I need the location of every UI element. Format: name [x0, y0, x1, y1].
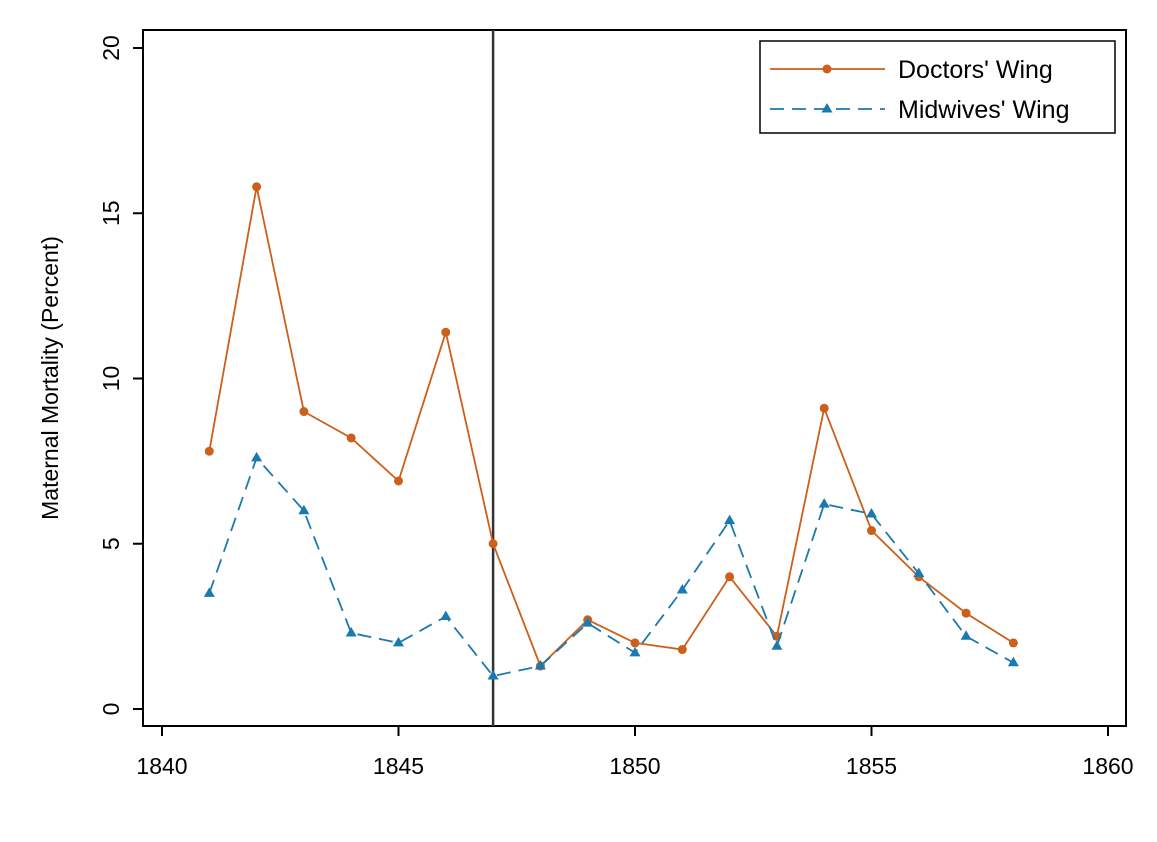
data-point: [961, 608, 971, 618]
data-point: [345, 626, 357, 637]
data-point: [203, 587, 215, 597]
x-tick-3: 1855: [846, 726, 897, 779]
y-tick-label: 10: [98, 366, 124, 392]
x-tick-label: 1860: [1082, 753, 1133, 779]
data-point: [1007, 656, 1019, 667]
data-point: [819, 403, 829, 413]
data-point: [487, 669, 499, 680]
data-point: [1008, 638, 1018, 648]
x-tick-4: 1860: [1082, 726, 1134, 779]
data-point: [866, 508, 877, 518]
x-tick-label: 1845: [373, 753, 424, 779]
y-axis: 0 5 10 15 20: [98, 35, 143, 715]
series-line: [208, 456, 1014, 677]
legend-marker-doctors: [822, 64, 832, 74]
data-point: [252, 182, 262, 192]
data-point: [393, 636, 404, 647]
data-point: [676, 584, 688, 594]
legend-box: [759, 40, 1116, 134]
y-tick-label: 0: [98, 703, 124, 716]
data-point: [440, 610, 452, 620]
y-tick-0: 0: [98, 703, 143, 716]
x-axis: 1840 1845 1850 1855 1860: [136, 726, 1134, 779]
data-point: [251, 451, 263, 462]
y-tick-3: 15: [98, 200, 143, 226]
data-point: [724, 514, 736, 525]
data-point: [441, 327, 451, 337]
legend: Doctors' Wing Midwives' Wing: [759, 40, 1116, 134]
series-line: [208, 186, 1014, 668]
y-tick-2: 10: [98, 366, 143, 392]
data-point: [960, 630, 972, 640]
data-point: [677, 645, 687, 655]
legend-label-midwives: Midwives' Wing: [898, 96, 1069, 124]
data-point: [630, 638, 640, 648]
data-point: [725, 572, 735, 582]
data-point: [488, 539, 498, 549]
data-point: [582, 617, 594, 627]
data-point: [298, 504, 310, 515]
y-tick-label: 20: [98, 35, 124, 61]
data-point: [629, 646, 641, 657]
legend-marker-midwives: [821, 103, 833, 113]
data-point: [346, 433, 356, 443]
data-point: [299, 407, 309, 417]
data-point: [534, 660, 546, 670]
data-point: [204, 446, 214, 456]
y-tick-label: 5: [98, 537, 124, 550]
series-doctors: [204, 182, 1018, 671]
legend-item-midwives: Midwives' Wing: [770, 96, 1069, 124]
data-point: [818, 498, 830, 508]
x-tick-1: 1845: [373, 726, 424, 779]
data-point: [771, 640, 783, 650]
x-tick-2: 1850: [609, 726, 661, 779]
x-tick-label: 1840: [136, 753, 187, 779]
series-midwives: [203, 451, 1019, 680]
y-tick-4: 20: [98, 35, 143, 61]
y-tick-1: 5: [98, 537, 143, 550]
data-point: [867, 526, 876, 536]
series-layer: [203, 182, 1019, 680]
x-tick-label: 1850: [609, 753, 660, 779]
legend-label-doctors: Doctors' Wing: [898, 56, 1053, 84]
data-point: [913, 567, 925, 577]
y-tick-label: 15: [98, 200, 124, 226]
x-tick-label: 1855: [846, 753, 897, 779]
legend-item-doctors: Doctors' Wing: [770, 56, 1053, 84]
data-point: [394, 476, 403, 486]
y-axis-title: Maternal Mortality (Percent): [37, 236, 63, 520]
x-tick-0: 1840: [136, 726, 188, 779]
